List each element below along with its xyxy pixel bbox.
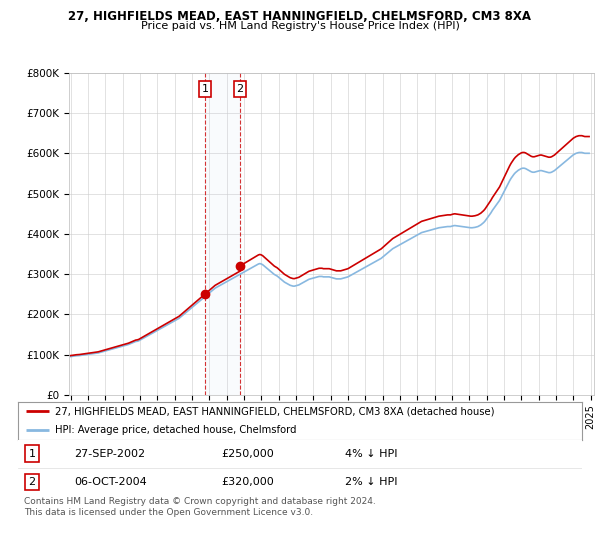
Text: 27, HIGHFIELDS MEAD, EAST HANNINGFIELD, CHELMSFORD, CM3 8XA (detached house): 27, HIGHFIELDS MEAD, EAST HANNINGFIELD, …: [55, 406, 494, 416]
Text: 27, HIGHFIELDS MEAD, EAST HANNINGFIELD, CHELMSFORD, CM3 8XA: 27, HIGHFIELDS MEAD, EAST HANNINGFIELD, …: [68, 10, 532, 23]
Text: Price paid vs. HM Land Registry's House Price Index (HPI): Price paid vs. HM Land Registry's House …: [140, 21, 460, 31]
Text: 1: 1: [202, 84, 208, 94]
Text: 2: 2: [236, 84, 244, 94]
Text: 2% ↓ HPI: 2% ↓ HPI: [345, 477, 398, 487]
Text: 1: 1: [29, 449, 35, 459]
Text: Contains HM Land Registry data © Crown copyright and database right 2024.
This d: Contains HM Land Registry data © Crown c…: [24, 497, 376, 517]
Text: 06-OCT-2004: 06-OCT-2004: [74, 477, 147, 487]
Text: £320,000: £320,000: [221, 477, 274, 487]
Text: HPI: Average price, detached house, Chelmsford: HPI: Average price, detached house, Chel…: [55, 425, 296, 435]
Text: £250,000: £250,000: [221, 449, 274, 459]
Bar: [205, 73, 240, 395]
Text: 27-SEP-2002: 27-SEP-2002: [74, 449, 146, 459]
Text: 4% ↓ HPI: 4% ↓ HPI: [345, 449, 398, 459]
Text: 2: 2: [29, 477, 35, 487]
